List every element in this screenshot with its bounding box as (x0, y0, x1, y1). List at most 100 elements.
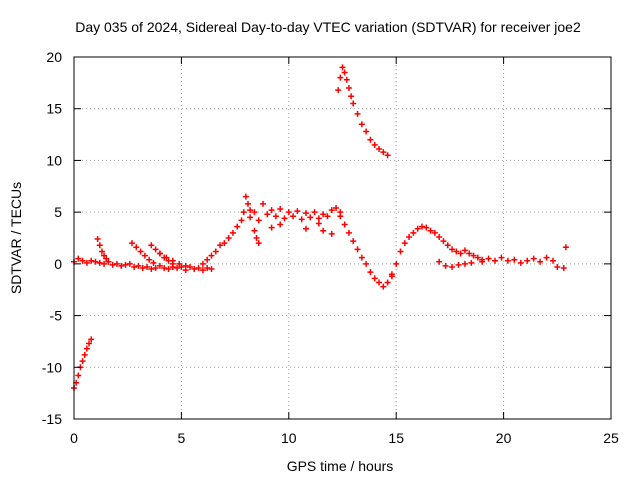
data-point (204, 264, 211, 271)
data-point (537, 258, 544, 265)
data-point (113, 260, 120, 267)
data-point (341, 221, 348, 228)
data-point (457, 250, 464, 257)
data-point (358, 254, 365, 261)
series-late-baseline (479, 244, 569, 271)
data-point (363, 128, 370, 135)
data-point (75, 372, 82, 379)
data-point (427, 227, 434, 234)
data-point (455, 261, 462, 268)
data-point (199, 260, 206, 267)
data-point (247, 207, 254, 214)
data-point (255, 217, 262, 224)
data-point (517, 259, 524, 266)
data-point (234, 223, 241, 230)
data-point (335, 87, 342, 94)
data-point (307, 214, 314, 221)
data-point (240, 209, 247, 216)
data-point (302, 225, 309, 232)
data-point (337, 74, 344, 81)
data-point (341, 69, 348, 76)
data-point (83, 259, 90, 266)
data-point (152, 246, 159, 253)
x-tick-label: 20 (496, 430, 512, 446)
plot-frame (73, 56, 612, 420)
data-point (442, 262, 449, 269)
y-tick-label: -5 (50, 308, 63, 324)
data-point (470, 252, 477, 259)
data-point (384, 152, 391, 159)
data-point (272, 213, 279, 220)
y-tick-label: 20 (46, 49, 62, 65)
data-point (133, 244, 140, 251)
x-tick-label: 0 (70, 430, 78, 446)
data-point (191, 266, 198, 273)
data-point (444, 242, 451, 249)
data-point (440, 238, 447, 245)
data-point (75, 255, 82, 262)
data-point (530, 255, 537, 262)
data-point (315, 220, 322, 227)
series-high-branch (335, 64, 391, 159)
data-point (186, 263, 193, 270)
data-point (367, 269, 374, 276)
data-point (320, 227, 327, 234)
data-point (150, 259, 157, 266)
data-point (401, 240, 408, 247)
data-point (88, 336, 95, 343)
data-point (178, 263, 185, 270)
data-point (376, 279, 383, 286)
data-point (128, 240, 135, 247)
y-tick-label: 5 (54, 204, 62, 220)
data-point (109, 261, 116, 268)
series-daytime-plateau (247, 200, 344, 224)
data-point (268, 224, 275, 231)
data-point (238, 217, 245, 224)
data-point (251, 227, 258, 234)
data-point (253, 235, 260, 241)
data-point (363, 260, 370, 267)
data-point (94, 236, 101, 243)
data-point (118, 262, 125, 269)
data-point (511, 256, 518, 263)
data-point (554, 263, 561, 270)
data-point (358, 121, 365, 128)
y-tick-label: 15 (46, 101, 62, 117)
data-point (315, 215, 322, 222)
data-point (242, 193, 249, 200)
data-point (144, 263, 151, 270)
data-point (285, 209, 292, 216)
data-point (260, 200, 267, 207)
data-point (453, 248, 460, 255)
data-point (103, 255, 110, 262)
data-point (281, 215, 288, 222)
data-point (264, 211, 271, 218)
data-point (165, 266, 172, 273)
data-point (320, 211, 327, 218)
data-point (406, 233, 413, 240)
x-tick-label: 5 (178, 430, 186, 446)
data-point (333, 205, 340, 212)
series-recovery (388, 223, 486, 278)
data-point (101, 260, 108, 267)
data-point (504, 257, 511, 264)
data-point (354, 110, 361, 117)
data-point (122, 261, 129, 268)
data-point (96, 242, 103, 249)
x-tick-label: 15 (388, 430, 404, 446)
chart-title: Day 035 of 2024, Sidereal Day-to-day VTE… (75, 19, 581, 35)
data-point (328, 230, 335, 237)
data-point (290, 213, 297, 220)
data-point (96, 259, 103, 266)
data-point (208, 252, 215, 259)
data-point (350, 100, 357, 107)
data-point (92, 258, 99, 265)
data-point (367, 136, 374, 143)
data-point (79, 257, 86, 264)
data-point (86, 340, 93, 347)
data-point (135, 262, 142, 269)
data-point (550, 257, 557, 264)
data-point (79, 358, 86, 365)
data-point (302, 210, 309, 217)
